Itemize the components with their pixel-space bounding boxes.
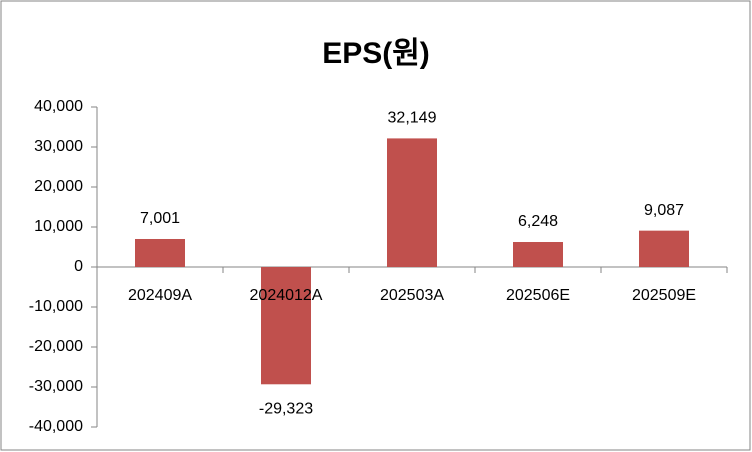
y-tick-label: 30,000 [34, 138, 83, 155]
x-tick-label: 202409A [128, 287, 192, 304]
y-tick-label: 40,000 [34, 98, 83, 115]
x-tick-label: 202503A [380, 287, 444, 304]
y-tick-label: -20,000 [29, 338, 83, 355]
y-tick-label: -40,000 [29, 418, 83, 435]
value-label: -29,323 [259, 401, 313, 418]
y-tick-label: 0 [74, 258, 83, 275]
value-label: 7,001 [140, 210, 180, 227]
x-tick-label: 202506E [506, 287, 570, 304]
chart-title: EPS(원) [322, 37, 430, 70]
x-tick-label: 202509E [632, 287, 696, 304]
value-label: 6,248 [518, 213, 558, 230]
bar [513, 242, 563, 267]
bar [639, 230, 689, 267]
bar [261, 267, 311, 385]
y-tick-label: -10,000 [29, 298, 83, 315]
bar [135, 238, 185, 267]
y-tick-label: -30,000 [29, 378, 83, 395]
y-tick-label: 10,000 [34, 218, 83, 235]
x-tick-label: 2024012A [250, 287, 323, 304]
y-tick-label: 20,000 [34, 178, 83, 195]
value-label: 9,087 [644, 202, 684, 219]
bar [387, 138, 437, 267]
value-label: 32,149 [388, 110, 437, 127]
